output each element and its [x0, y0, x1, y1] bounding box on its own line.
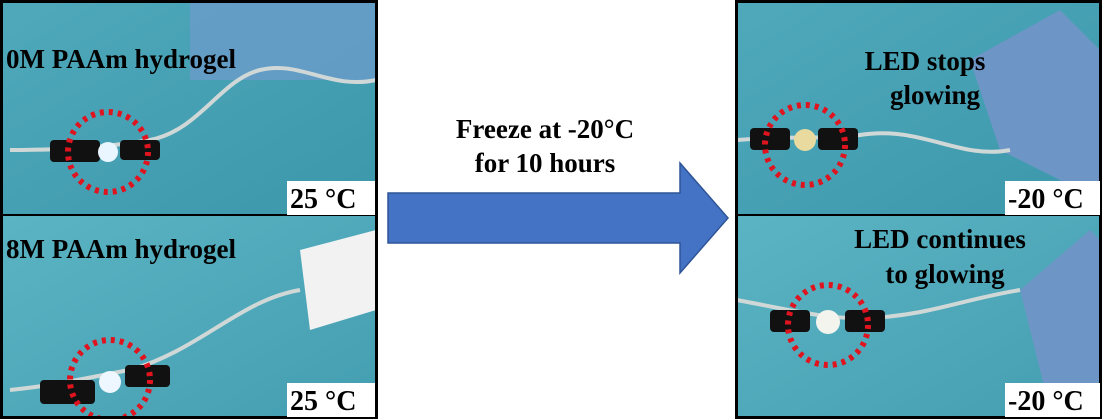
panel-label: 8M PAAm hydrogel	[6, 234, 236, 264]
panel-label: glowing	[890, 80, 981, 110]
temperature: 25 °C	[290, 184, 356, 215]
panel-label: LED continues	[854, 224, 1026, 254]
arrow-label: for 10 hours	[475, 148, 616, 178]
panel-label: to glowing	[885, 259, 1005, 289]
figure: 0M PAAm hydrogel 25 °C 8M PAAm hydrogel …	[0, 0, 1102, 419]
panel-label: LED stops	[865, 46, 986, 76]
arrow-label: Freeze at -20°C	[456, 114, 634, 144]
arrow	[388, 163, 728, 273]
temperature: 25 °C	[290, 386, 356, 417]
temperature: -20 °C	[1008, 386, 1084, 417]
temperature: -20 °C	[1008, 184, 1084, 215]
panel-label: 0M PAAm hydrogel	[6, 44, 236, 74]
